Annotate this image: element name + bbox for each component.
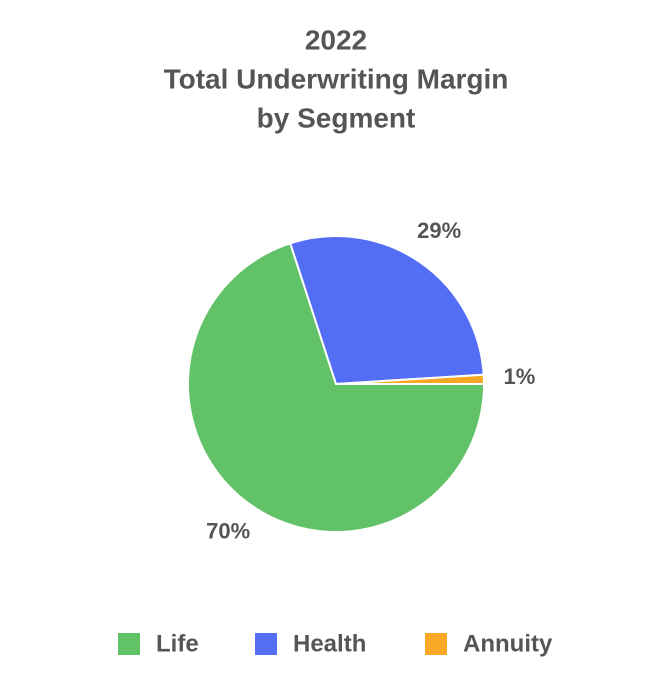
legend-swatch <box>255 633 277 655</box>
legend-swatch <box>425 633 447 655</box>
legend-swatch <box>118 633 140 655</box>
legend-label: Health <box>293 630 366 657</box>
data-label: 29% <box>417 218 461 243</box>
pie-slice <box>187 241 486 533</box>
legend-label: Life <box>156 630 199 657</box>
chart-title: by Segment <box>257 102 416 133</box>
chart-title: 2022 <box>305 24 367 55</box>
data-label: 70% <box>206 518 250 543</box>
pie-slice <box>335 373 486 385</box>
legend-label: Annuity <box>463 630 553 657</box>
data-label: 1% <box>504 364 536 389</box>
chart-title: Total Underwriting Margin <box>164 63 509 94</box>
pie-slice <box>289 235 485 386</box>
